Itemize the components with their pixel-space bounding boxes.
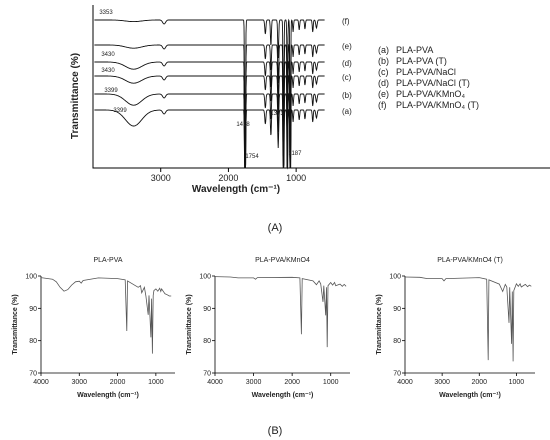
- legend-key: (a): [378, 45, 389, 55]
- panel-a-series-tag: (d): [342, 59, 352, 68]
- x-tick-label: 2000: [284, 379, 300, 386]
- panel-a-series-line: [94, 74, 325, 169]
- subchart-ylabel: Transmittance (%): [376, 294, 383, 354]
- legend-key: (b): [378, 56, 389, 66]
- y-tick-label: 100: [389, 274, 401, 281]
- panel-b-chart: PLA-PVA 4000 3000 2000 1000 100 90 80 70 Waveleng…: [12, 257, 175, 399]
- y-tick-label: 70: [393, 371, 401, 378]
- panel-a-series-tag: (c): [342, 73, 352, 82]
- y-tick-label: 100: [25, 274, 37, 281]
- legend-entry: PLA-PVA/NaCl (T): [396, 78, 470, 88]
- panel-a-peak-label: 1187: [289, 151, 303, 157]
- subchart-ylabel: Transmittance (%): [186, 294, 193, 354]
- panel-a-peak-label: 1373: [270, 111, 284, 117]
- panel-a-series-line: [94, 43, 325, 169]
- legend-entry: PLA-PVA: [396, 45, 433, 55]
- panel-b: PLA-PVA 4000 3000 2000 1000 100 90 80 70 Waveleng…: [12, 257, 535, 399]
- subchart-title: PLA-PVA/KMnO4 (T): [437, 257, 503, 264]
- y-tick-label: 70: [203, 371, 211, 378]
- x-tick-label: 2000: [471, 379, 487, 386]
- subchart-ylabel: Transmittance (%): [12, 294, 19, 354]
- subchart-xlabel: Wavelength (cm⁻¹): [439, 392, 501, 399]
- subchart-title: PLA-PVA: [93, 257, 122, 264]
- panel-a-series-group: (a) (b) (c) (d) (e) (f): [94, 17, 352, 170]
- x-tick-label: 1000: [148, 379, 164, 386]
- panel-a-series-line: [94, 108, 325, 170]
- y-tick-label: 80: [203, 338, 211, 345]
- x-tick-label: 3000: [71, 379, 87, 386]
- subchart-axes: [404, 276, 535, 374]
- panel-a-legend: (a) PLA-PVA (b) PLA-PVA (T) (c) PLA-PVA/NaCl (…: [378, 45, 479, 110]
- spectrum-line: [214, 276, 347, 348]
- panel-a-x-tick-label: 3000: [151, 173, 171, 183]
- legend-entry: PLA-PVA/NaCl: [396, 67, 456, 77]
- legend-key: (e): [378, 89, 389, 99]
- y-tick-label: 90: [29, 306, 37, 313]
- spectrum-line: [404, 276, 532, 362]
- panel-a-peak-label: 3353: [99, 10, 113, 16]
- spectrum-line: [40, 277, 172, 354]
- panel-a-peak-label: 1754: [245, 154, 259, 160]
- panel-a-ylabel: Transmittance (%): [70, 53, 81, 139]
- panel-a-x-tick-label: 1000: [286, 173, 306, 183]
- panel-a-series-tag: (b): [342, 91, 352, 100]
- panel-a-series-line: [94, 18, 325, 167]
- panel-a-series-tag: (f): [342, 17, 350, 26]
- legend-key: (f): [378, 100, 387, 110]
- x-tick-label: 4000: [207, 379, 223, 386]
- y-tick-label: 90: [393, 306, 401, 313]
- panel-b-chart: PLA-PVA/KMnO4 (T) 4000 3000 2000 1000 100 90 80…: [376, 257, 535, 399]
- y-tick-label: 100: [199, 274, 211, 281]
- x-tick-label: 4000: [33, 379, 49, 386]
- subchart-xlabel: Wavelength (cm⁻¹): [252, 392, 314, 399]
- legend-entry: PLA-PVA/KMnO₄: [396, 89, 465, 99]
- y-tick-label: 80: [29, 338, 37, 345]
- subchart-axes: [40, 276, 175, 374]
- panel-a-x-ticks: 3000 2000 1000: [151, 168, 306, 183]
- panel-a: (a)(b)(c)(d)(e)(f) 335334303430339933991…: [70, 5, 550, 234]
- legend-key: (c): [378, 67, 389, 77]
- x-tick-label: 3000: [434, 379, 450, 386]
- legend-entry: PLA-PVA/KMnO₄ (T): [396, 100, 479, 110]
- panel-a-peak-label: 1418: [236, 122, 250, 128]
- panel-a-label: (A): [268, 222, 283, 234]
- panel-a-series-line: [94, 60, 325, 169]
- x-tick-label: 2000: [110, 379, 126, 386]
- panel-a-peak-label: 3430: [101, 68, 115, 74]
- legend-entry: PLA-PVA (T): [396, 56, 447, 66]
- panel-a-series-line: [94, 92, 325, 169]
- panel-b-chart: PLA-PVA/KMnO4 4000 3000 2000 1000 100 90 80 70 Wa…: [186, 257, 350, 399]
- y-tick-label: 80: [393, 338, 401, 345]
- panel-a-axes: [92, 5, 550, 169]
- panel-a-series-tag: (a): [342, 107, 352, 116]
- legend-key: (d): [378, 78, 389, 88]
- panel-a-xlabel: Wavelength (cm⁻¹): [192, 184, 280, 195]
- x-tick-label: 4000: [397, 379, 413, 386]
- panel-a-series-tag: (e): [342, 42, 352, 51]
- subchart-axes: [214, 276, 350, 374]
- panel-a-peak-labels: 3353 3430 3430 3399 3399 1754 1418 1373 1187: [99, 10, 302, 160]
- panel-a-peak-label: 3430: [101, 52, 115, 58]
- x-tick-label: 1000: [509, 379, 525, 386]
- panel-b-label: (B): [268, 425, 283, 437]
- panel-a-peak-label: 3399: [104, 88, 118, 94]
- y-tick-label: 70: [29, 371, 37, 378]
- y-tick-label: 90: [203, 306, 211, 313]
- subchart-xlabel: Wavelength (cm⁻¹): [77, 392, 139, 399]
- panel-a-x-tick-label: 2000: [218, 173, 238, 183]
- x-tick-label: 3000: [246, 379, 262, 386]
- x-tick-label: 1000: [323, 379, 339, 386]
- subchart-title: PLA-PVA/KMnO4: [255, 257, 310, 264]
- panel-a-peak-label: 3399: [113, 108, 127, 114]
